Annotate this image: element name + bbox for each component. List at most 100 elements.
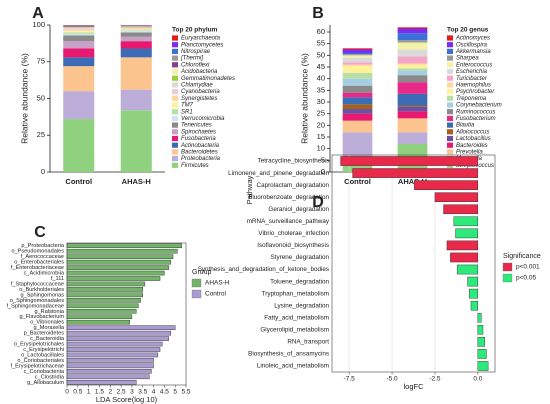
bar-segment: [397, 105, 428, 107]
legend-label: Blautia: [456, 123, 475, 129]
bar-segment: [397, 132, 428, 144]
bar: [477, 349, 487, 359]
legend-label: Tenericutes: [181, 123, 212, 129]
legend-swatch: [447, 62, 453, 68]
bar: [66, 303, 139, 309]
legend-swatch: [172, 129, 178, 135]
legend-label: Proteobacteria: [181, 156, 221, 162]
bar-segment: [120, 36, 152, 42]
x-tick-label: -2.5: [429, 376, 441, 383]
bar-segment: [397, 106, 428, 112]
y-tick-label: p_Bacteroidetes: [24, 331, 65, 337]
legend-swatch: [172, 162, 178, 168]
x-tick-label: Control: [344, 177, 371, 186]
legend-label: Chloroflexi: [181, 62, 210, 68]
bar: [66, 265, 169, 270]
legend-label: Lactobacillus: [456, 136, 491, 142]
y-tick-label: c_Bacteroidia: [30, 336, 65, 342]
x-tick-label: 2: [108, 389, 112, 396]
y-tick-label: 55: [317, 39, 325, 48]
bar-segment: [397, 111, 428, 119]
legend-swatch: [447, 109, 453, 115]
bar: [469, 288, 479, 299]
y-tick-label: 0: [41, 167, 45, 176]
bar-segment: [342, 109, 373, 114]
legend-label: Control: [205, 291, 227, 298]
legend-title: Group: [192, 269, 212, 276]
legend-label: p<0.001: [516, 264, 540, 271]
plot-frame: [331, 154, 496, 373]
legend-swatch: [172, 135, 178, 142]
y-tick-label: g_Flavobacterium: [20, 314, 65, 320]
y-tick-label: Fluorobenzoate_degradation: [248, 194, 329, 201]
bar-segment: [120, 28, 152, 30]
bar: [66, 292, 143, 298]
bar: [66, 287, 143, 292]
bar: [414, 180, 479, 190]
y-axis-title: Relative abundance (%): [19, 53, 29, 144]
y-tick-label: 100: [32, 20, 45, 29]
y-tick-label: 75: [37, 57, 45, 66]
legend-label: Actinomyces: [455, 36, 490, 42]
y-tick-label: Linoleic_acid_metabolism: [257, 363, 329, 370]
legend-title: Top 20 genus: [447, 27, 489, 34]
panel-label: C: [34, 224, 46, 241]
legend-swatch: [447, 142, 453, 148]
legend-label: Sharpea: [456, 56, 479, 62]
bar-segment: [342, 85, 373, 93]
legend-swatch: [447, 55, 453, 61]
bar-segment: [63, 35, 95, 42]
x-tick-label: -5.0: [386, 376, 398, 383]
legend-swatch: [447, 89, 453, 95]
legend-label: Fusobacteria: [181, 136, 216, 142]
bar-segment: [397, 75, 428, 83]
y-tick-label: Toluene_degradation: [270, 278, 329, 285]
bar-segment: [120, 27, 152, 29]
bar-segment: [63, 30, 95, 33]
x-tick-label: 3: [130, 389, 134, 396]
y-tick-label: Geraniol_degradation: [268, 206, 329, 213]
legend-swatch: [172, 82, 178, 88]
y-tick-label: p_Proteobacteria: [21, 243, 64, 249]
x-tick-label: 5: [173, 389, 177, 396]
x-axis-title: LDA Score(log 10): [96, 395, 158, 404]
x-tick-label: AHAS-H: [122, 177, 151, 186]
x-tick-label: 4: [152, 389, 156, 396]
plot-frame: [66, 242, 187, 386]
bar-segment: [63, 33, 95, 36]
bar: [66, 298, 141, 303]
legend-label: Turicibacter: [456, 76, 488, 82]
legend-swatch: [172, 102, 178, 108]
y-tick-label: Tryptophan_metabolism: [262, 290, 329, 297]
y-tick-label: f_Enterobacteriaceae: [11, 265, 64, 271]
bar: [66, 363, 154, 369]
y-tick-label: o_Vibrionales: [30, 320, 64, 326]
legend-label: Ruminococcus: [456, 109, 495, 115]
y-tick-label: Biosynthesis_of_ansamycins: [248, 351, 329, 358]
bar-segment: [397, 33, 428, 41]
legend-swatch: [172, 55, 178, 61]
y-tick-label: 15: [317, 132, 325, 141]
bar: [66, 369, 152, 374]
bar: [66, 248, 178, 254]
legend-swatch: [447, 122, 453, 128]
panel-label: A: [32, 5, 44, 22]
bar-segment: [120, 30, 152, 31]
legend-title: Significance: [503, 253, 541, 260]
legend-label: Enterococcus: [456, 62, 492, 68]
y-tick-label: c_Erysipelotrichi: [23, 347, 64, 353]
legend-swatch: [447, 75, 453, 81]
bar-segment: [342, 48, 373, 50]
x-tick-label: 5.5: [181, 389, 190, 396]
legend-label: Akkermansia: [455, 49, 491, 55]
legend-swatch: [447, 129, 453, 135]
legend-swatch: [447, 48, 453, 54]
legend-swatch: [172, 42, 178, 48]
bar: [66, 379, 137, 385]
legend-label: Cyanobacteria: [181, 89, 220, 95]
legend-swatch: [172, 156, 178, 162]
legend-label: Nitrospirae: [181, 49, 211, 55]
y-tick-label: f_111: [51, 276, 64, 282]
bar: [434, 192, 479, 202]
bar-segment: [63, 32, 95, 34]
